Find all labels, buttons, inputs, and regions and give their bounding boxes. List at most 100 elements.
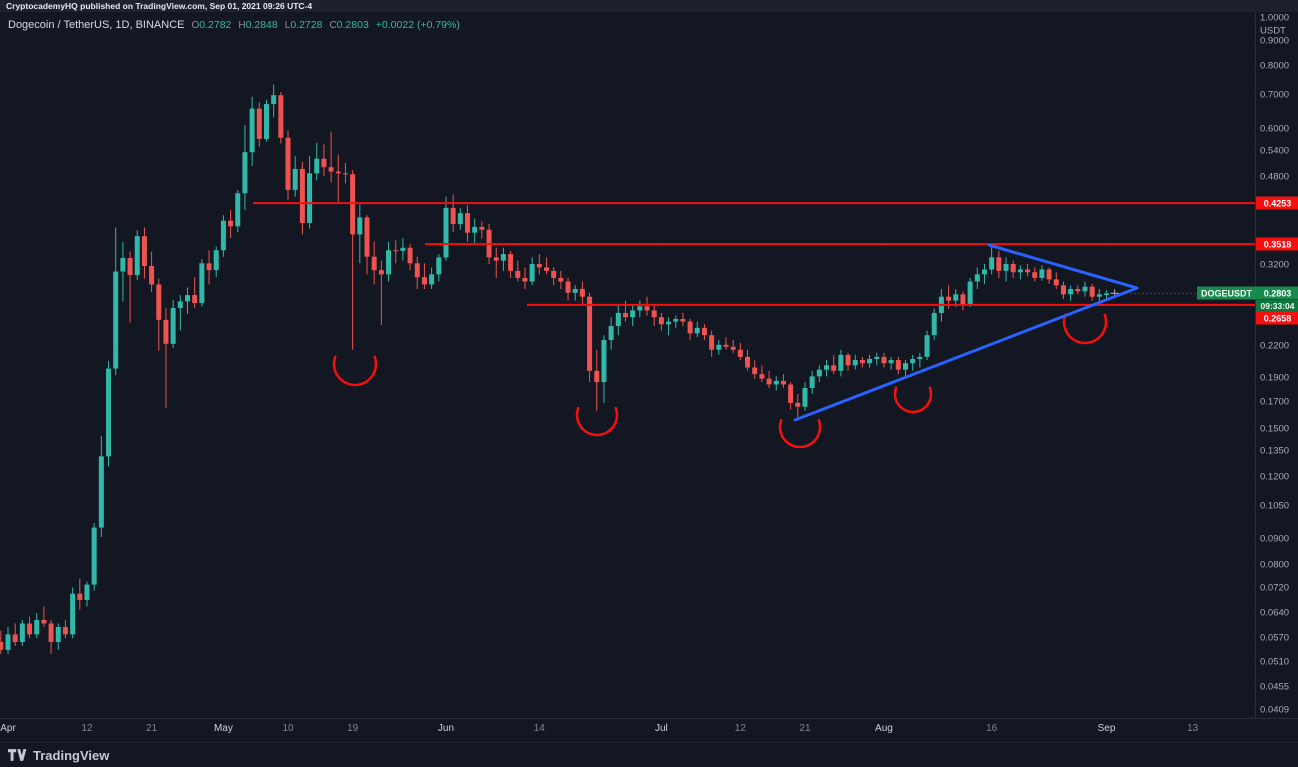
time-axis[interactable]: Apr 12 21 May 10 19 Jun 14 Jul 12 21 Aug 16 Sep 13: [0, 718, 1298, 742]
candle-body: [457, 213, 463, 225]
legend-low-label: L: [284, 20, 291, 31]
candle-body: [917, 356, 923, 359]
price-tick: 0.1200: [1260, 471, 1290, 483]
price-tick: 0.0800: [1260, 559, 1290, 570]
candle-body: [874, 356, 880, 359]
price-tick: 0.1050: [1260, 500, 1290, 512]
candle-body: [429, 274, 435, 285]
symbol-legend[interactable]: Dogecoin / TetherUS, 1D, BINANCE O 0.2782…: [8, 19, 460, 31]
candle-body: [220, 220, 226, 251]
candle-body: [84, 584, 90, 600]
candle-body: [974, 274, 980, 282]
candle-body: [508, 254, 514, 271]
candle-body: [141, 236, 147, 267]
support-circle-annotation[interactable]: [893, 386, 933, 414]
publish-banner: CryptocademyHQ published on TradingView.…: [0, 0, 1298, 12]
candle-body: [177, 301, 183, 308]
candle-body: [694, 327, 700, 334]
candle-body: [852, 360, 858, 366]
time-tick: 16: [986, 723, 998, 734]
support-circle-annotation[interactable]: [575, 406, 619, 437]
tradingview-logo-icon[interactable]: [8, 749, 27, 761]
candle-body: [838, 354, 844, 371]
candle-body: [1104, 293, 1110, 295]
candle-body: [1039, 269, 1045, 278]
candle-body: [845, 354, 851, 366]
legend-close: C 0.2803: [329, 19, 368, 31]
candle-body: [156, 284, 162, 320]
trendline[interactable]: [793, 286, 1139, 422]
candle-body: [1089, 286, 1095, 297]
candle-body: [91, 527, 97, 585]
candle-body: [357, 217, 363, 235]
candle-body: [601, 339, 607, 383]
candle-body: [472, 226, 478, 233]
candle-body: [493, 257, 499, 261]
price-tick: 0.6000: [1260, 122, 1290, 134]
legend-low: L 0.2728: [285, 19, 323, 31]
candle-body: [1017, 269, 1023, 273]
candlestick-series[interactable]: [0, 84, 1110, 658]
legend-symbol-title[interactable]: Dogecoin / TetherUS, 1D, BINANCE: [8, 19, 185, 31]
price-axis[interactable]: 1.0000 0.9000 0.8000 0.7000 0.6000 0.5400 0.48…: [1197, 0, 1298, 742]
price-tick: 0.1900: [1260, 371, 1290, 383]
candle-body: [443, 207, 449, 258]
candle-body: [680, 318, 686, 322]
candle-body: [292, 168, 298, 190]
price-tick: 0.0900: [1260, 533, 1290, 545]
candle-body: [730, 346, 736, 350]
candle-body: [831, 365, 837, 371]
candle-body: [263, 104, 269, 139]
chart-canvas[interactable]: [0, 0, 1255, 742]
candle-body: [55, 627, 61, 642]
tradingview-wordmark[interactable]: TradingView: [33, 747, 110, 763]
candle-body: [795, 402, 801, 407]
candle-body: [867, 358, 873, 364]
candle-body: [594, 370, 600, 383]
candle-body: [1075, 288, 1081, 292]
candle-body: [386, 250, 392, 275]
time-tick: 12: [81, 723, 93, 734]
candle-body: [737, 349, 743, 357]
candle-body: [615, 312, 621, 327]
legend-open-value: 0.2782: [199, 19, 232, 31]
support-circle-annotation[interactable]: [778, 418, 822, 449]
time-tick: 14: [533, 723, 545, 734]
time-tick: 19: [347, 723, 359, 734]
candle-body: [450, 207, 456, 225]
price-tick: 0.0510: [1260, 656, 1290, 668]
candle-body: [1046, 269, 1052, 280]
candle-body: [48, 623, 54, 642]
candle-body: [278, 95, 284, 138]
candle-body: [0, 641, 4, 650]
legend-high: H 0.2848: [238, 19, 277, 31]
time-tick: Jul: [654, 723, 668, 734]
candle-body: [307, 173, 313, 223]
candle-body: [816, 369, 822, 377]
candle-body: [19, 623, 25, 642]
candle-body: [1082, 286, 1088, 292]
price-flag-red: 0.3518: [1256, 237, 1298, 251]
candle-body: [206, 263, 212, 271]
candle-body: [1068, 288, 1074, 295]
candle-body: [299, 168, 305, 223]
candle-body: [551, 270, 557, 278]
candle-body: [1010, 263, 1016, 273]
current-price-symbol: DOGEUSDT: [1200, 288, 1252, 299]
candle-body: [572, 288, 578, 293]
candle-body: [780, 380, 786, 385]
trendline[interactable]: [987, 243, 1139, 290]
candle-body: [709, 335, 715, 350]
time-tick: Jun: [437, 723, 455, 734]
candle-body: [658, 317, 664, 325]
price-tick: 0.5400: [1260, 145, 1290, 157]
support-circle-annotation[interactable]: [332, 355, 378, 387]
candle-body: [1096, 294, 1102, 297]
candle-body: [371, 256, 377, 271]
candle-body: [271, 95, 277, 105]
time-tick: Aug: [875, 723, 893, 734]
current-price-value: 0.2803: [1263, 288, 1292, 299]
support-circle-annotation[interactable]: [1062, 313, 1108, 345]
candle-body: [27, 623, 33, 635]
bar-close-countdown: 09:33:04: [1256, 299, 1298, 312]
